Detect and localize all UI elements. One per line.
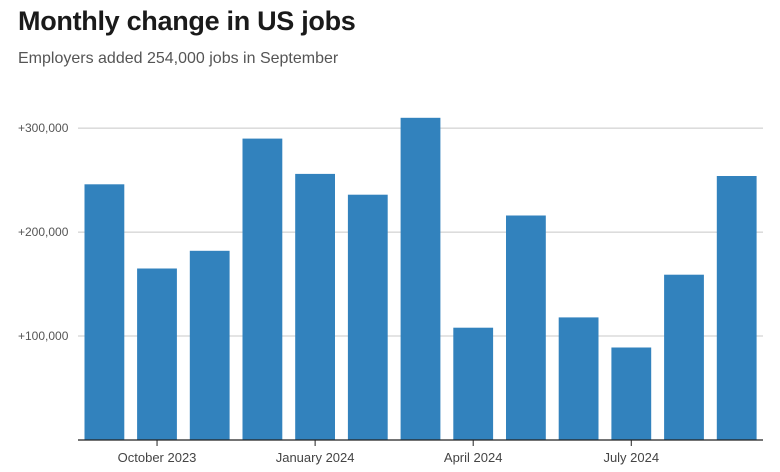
bar-8 (506, 215, 546, 440)
bar-1 (137, 268, 177, 440)
x-tick-label: October 2023 (118, 450, 197, 465)
bar-4 (295, 173, 335, 440)
chart-title: Monthly change in US jobs (18, 6, 356, 36)
y-tick-label: +200,000 (18, 225, 69, 239)
bar-11 (664, 274, 704, 440)
x-tick-labels: October 2023 January 2024 April 2024 July 2… (118, 440, 659, 465)
bar-6 (400, 117, 441, 441)
bar-7 (453, 327, 494, 440)
y-tick-label: +300,000 (18, 121, 69, 135)
bar-12 (716, 176, 757, 440)
bar-3 (242, 138, 283, 440)
bar-0 (84, 184, 125, 440)
x-tick-label: July 2024 (603, 450, 659, 465)
bar-2 (189, 250, 230, 440)
gridlines: +100,000 +200,000 +300,000 (18, 121, 763, 343)
x-tick-label: April 2024 (444, 450, 503, 465)
y-tick-label: +100,000 (18, 329, 69, 343)
bar-10 (611, 347, 652, 440)
chart-subtitle: Employers added 254,000 jobs in Septembe… (18, 50, 339, 67)
x-tick-label: January 2024 (276, 450, 355, 465)
bar-9 (558, 317, 599, 440)
bar-5 (347, 194, 388, 440)
bars (84, 117, 757, 441)
